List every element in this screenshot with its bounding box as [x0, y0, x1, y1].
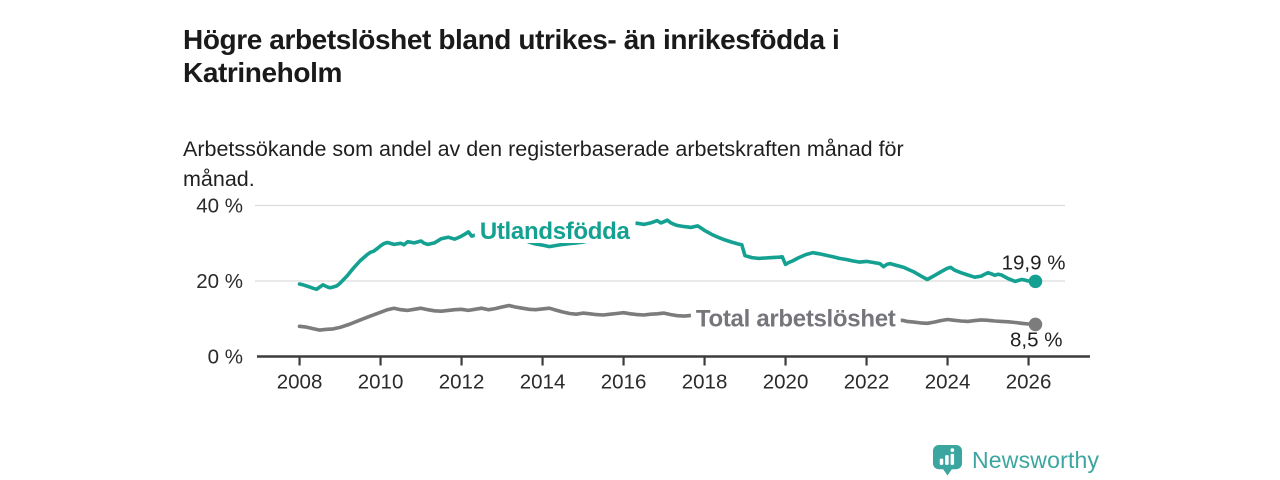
x-axis-tick-label: 2008 [277, 371, 323, 394]
x-axis-tick-label: 2022 [844, 371, 890, 394]
x-axis-tick-label: 2010 [358, 371, 404, 394]
x-axis-tick-label: 2024 [925, 371, 971, 394]
brand-name: Newsworthy [972, 447, 1100, 473]
series-end-value-label: 8,5 % [1010, 328, 1062, 351]
x-axis-tick-label: 2014 [520, 371, 566, 394]
x-axis-tick-label: 2018 [682, 371, 728, 394]
x-axis-tick-label: 2012 [439, 371, 485, 394]
chart-title: Högre arbetslöshet bland utrikes- än inr… [183, 23, 840, 88]
y-axis-tick-label: 20 % [196, 270, 243, 293]
x-axis-tick-label: 2020 [763, 371, 809, 394]
series-line-total-arbetsl-shet [297, 303, 1038, 332]
newsworthy-logo[interactable]: Newsworthy [932, 444, 1099, 477]
series-label-utlandsf-dda: Utlandsfödda [480, 218, 631, 245]
series-end-dot [1028, 274, 1043, 289]
newsworthy-speech-bubble-bar-chart-icon [932, 445, 963, 476]
y-axis-tick-label: 0 % [208, 346, 243, 369]
series-label-backing [690, 307, 901, 331]
series-line-utlandsf-dda [297, 218, 1038, 292]
series-end-value-label: 19,9 % [1002, 251, 1066, 274]
series-end-dot [1028, 317, 1043, 332]
y-axis-tick-label: 40 % [196, 195, 243, 218]
series-label-total-arbetsl-shet: Total arbetslöshet [696, 306, 896, 333]
chart-subtitle: Arbetssökande som andel av den registerb… [183, 136, 904, 191]
series-label-backing [474, 220, 636, 244]
x-axis-tick-label: 2016 [601, 371, 647, 394]
x-axis-tick-label: 2026 [1006, 371, 1052, 394]
